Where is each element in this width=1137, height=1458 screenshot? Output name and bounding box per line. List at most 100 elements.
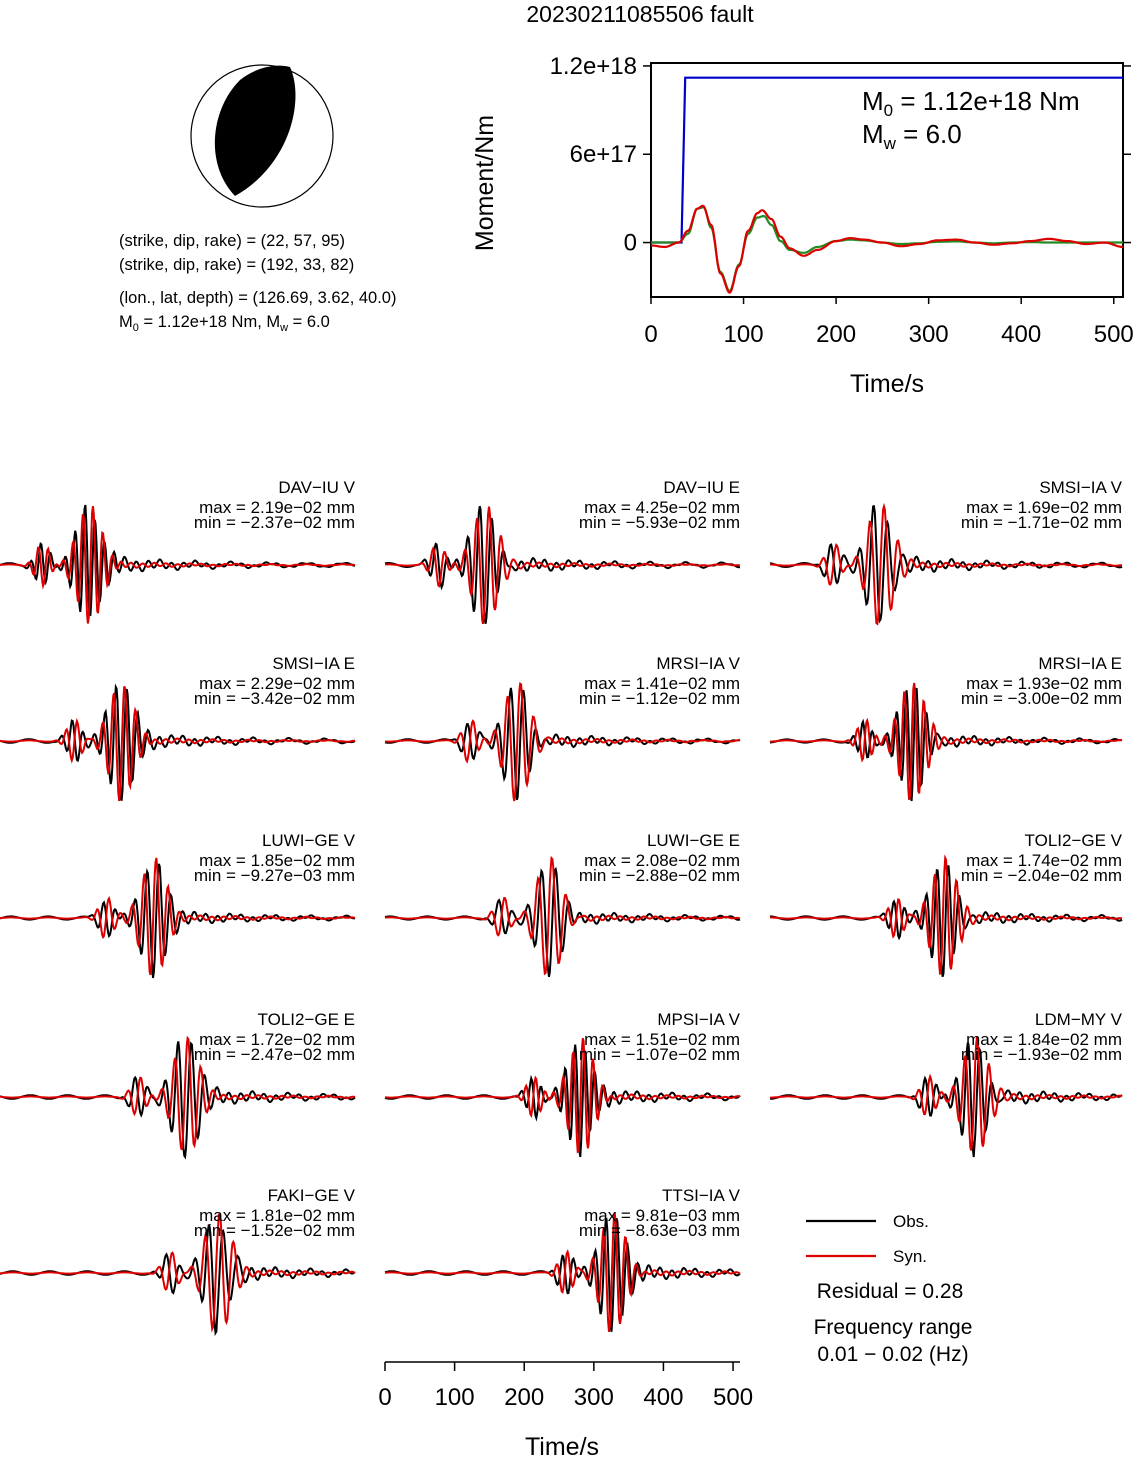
station-max: max = 1.74e−02 mm	[966, 851, 1122, 870]
station-max: max = 1.69e−02 mm	[966, 498, 1122, 517]
legend: Obs. Syn. Residual = 0.28 Frequency rang…	[806, 1212, 972, 1366]
station-label: DAV−IU V	[278, 478, 355, 497]
focal-mechanism-info: (strike, dip, rake) = (22, 57, 95) (stri…	[119, 232, 396, 334]
observed-waveform	[384, 687, 741, 801]
station-label: MPSI−IA V	[657, 1010, 740, 1029]
station-max: max = 1.84e−02 mm	[966, 1030, 1122, 1049]
station-max: max = 2.19e−02 mm	[199, 498, 355, 517]
synthetic-waveform	[385, 681, 741, 802]
waveform-x-axis-label: Time/s	[525, 1433, 599, 1458]
station-min: min = −2.88e−02 mm	[579, 866, 740, 885]
time-axis-tick-label: 300	[574, 1384, 614, 1411]
synthetic-waveform	[770, 1036, 1123, 1151]
synthetic-waveform	[0, 1035, 356, 1151]
station-label: MRSI−IA V	[656, 654, 740, 673]
stf-x-tick-label: 200	[816, 321, 856, 348]
stf-x-tick-label: 500	[1094, 321, 1134, 348]
beachball-compressional-quadrant	[214, 65, 296, 196]
synthetic-waveform	[0, 685, 355, 802]
station-label: TOLI2−GE V	[1025, 831, 1123, 850]
synthetic-waveform	[770, 854, 1123, 975]
station-min: min = −9.27e−03 mm	[194, 866, 355, 885]
station-min: min = −5.93e−02 mm	[579, 513, 740, 532]
station-label: LDM−MY V	[1035, 1010, 1123, 1029]
synthetic-waveform	[384, 1037, 741, 1154]
moment-rate-red-line	[651, 204, 1124, 294]
synthetic-waveform	[385, 1211, 741, 1332]
station-max: max = 2.29e−02 mm	[199, 674, 355, 693]
station-min: min = −3.42e−02 mm	[194, 689, 355, 708]
station-max: max = 1.72e−02 mm	[199, 1030, 355, 1049]
station-max: max = 9.81e−03 mm	[584, 1206, 740, 1225]
figure-title: 20230211085506 fault	[526, 1, 754, 27]
synthetic-waveform	[770, 682, 1123, 801]
synthetic-waveform	[0, 506, 356, 624]
station-max: max = 1.41e−02 mm	[584, 674, 740, 693]
time-axis-tick-label: 500	[713, 1384, 753, 1411]
observed-waveform	[0, 504, 356, 617]
legend-obs-label: Obs.	[893, 1212, 929, 1231]
station-label: TTSI−IA V	[662, 1186, 741, 1205]
frequency-range-label: Frequency range	[814, 1316, 973, 1339]
station-min: min = −1.52e−02 mm	[194, 1221, 355, 1240]
station-label: LUWI−GE V	[262, 831, 356, 850]
station-max: max = 1.85e−02 mm	[199, 851, 355, 870]
synthetic-waveform	[384, 506, 740, 625]
stf-x-tick-label: 100	[724, 321, 764, 348]
stf-x-tick-label: 0	[644, 321, 657, 348]
source-time-function-chart: 0 6e+17 1.2e+18 0 100 200 300 400 500 M0 = 1.12…	[471, 53, 1134, 398]
moment-magnitude-line: M0 = 1.12e+18 Nm, Mw = 6.0	[119, 313, 330, 334]
station-min: min = −8.63e−03 mm	[579, 1221, 740, 1240]
stf-x-tick-label: 400	[1001, 321, 1041, 348]
synthetic-waveform	[769, 502, 1122, 626]
station-max: max = 1.51e−02 mm	[584, 1030, 740, 1049]
station-label: MRSI−IA E	[1038, 654, 1122, 673]
station-min: min = −2.47e−02 mm	[194, 1045, 355, 1064]
strike-dip-rake-plane-2: (strike, dip, rake) = (192, 33, 82)	[119, 256, 354, 274]
station-min: min = −1.07e−02 mm	[579, 1045, 740, 1064]
station-max: max = 2.08e−02 mm	[584, 851, 740, 870]
station-label: FAKI−GE V	[268, 1186, 356, 1205]
stf-x-axis-label: Time/s	[850, 370, 924, 398]
stf-x-tick-label: 300	[909, 321, 949, 348]
station-label: DAV−IU E	[663, 478, 740, 497]
stf-plot-frame	[650, 62, 1124, 298]
station-min: min = −3.00e−02 mm	[961, 689, 1122, 708]
station-min: min = −2.37e−02 mm	[194, 513, 355, 532]
legend-syn-label: Syn.	[893, 1247, 927, 1266]
waveform-time-axis: 0 100 200 300 400 500	[378, 1361, 753, 1411]
stf-y-axis-label: Moment/Nm	[471, 115, 499, 251]
strike-dip-rake-plane-1: (strike, dip, rake) = (22, 57, 95)	[119, 232, 345, 250]
stf-mw-label: Mw = 6.0	[862, 119, 962, 153]
station-label: SMSI−IA E	[272, 654, 355, 673]
synthetic-waveform	[0, 1212, 356, 1333]
moment-rate-green-line	[651, 206, 1123, 293]
station-max: max = 1.81e−02 mm	[199, 1206, 355, 1225]
station-max: max = 1.93e−02 mm	[966, 674, 1122, 693]
synthetic-waveform	[0, 857, 356, 976]
stf-y-tick-label: 0	[624, 230, 637, 257]
observed-waveform	[384, 1044, 741, 1158]
station-label: TOLI2−GE E	[258, 1010, 355, 1029]
station-min: min = −1.71e−02 mm	[961, 513, 1122, 532]
synthetic-waveform	[384, 855, 741, 976]
stf-y-tick-label: 6e+17	[570, 141, 637, 168]
station-max: max = 4.25e−02 mm	[584, 498, 740, 517]
residual-text: Residual = 0.28	[817, 1280, 964, 1303]
station-min: min = −1.12e−02 mm	[579, 689, 740, 708]
